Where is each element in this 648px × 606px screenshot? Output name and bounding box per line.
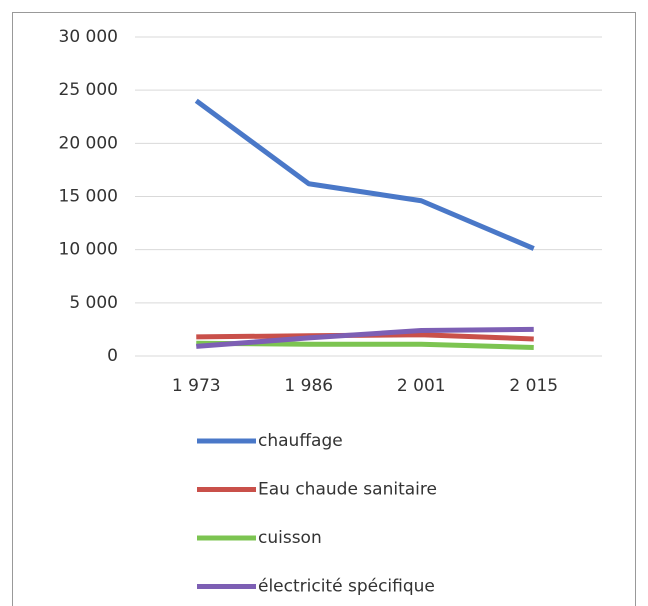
legend-label: cuisson bbox=[258, 528, 322, 548]
y-tick-label: 15 000 bbox=[59, 187, 118, 207]
x-tick-label: 1 986 bbox=[284, 376, 333, 396]
series-line bbox=[194, 98, 535, 251]
x-tick-label: 1 973 bbox=[172, 376, 221, 396]
legend-label: Eau chaude sanitaire bbox=[258, 480, 437, 500]
x-tick-label: 2 015 bbox=[509, 376, 558, 396]
series-line bbox=[196, 326, 534, 349]
y-tick-label: 0 bbox=[107, 346, 118, 366]
y-tick-label: 20 000 bbox=[59, 133, 118, 153]
x-tick-label: 2 001 bbox=[397, 376, 446, 396]
y-tick-label: 10 000 bbox=[59, 240, 118, 260]
frame bbox=[12, 12, 636, 606]
y-tick-label: 25 000 bbox=[59, 80, 118, 100]
y-tick-label: 5 000 bbox=[69, 293, 118, 313]
y-tick-label: 30 000 bbox=[59, 27, 118, 47]
legend-label: électricité spécifique bbox=[258, 577, 435, 597]
legend-label: chauffage bbox=[258, 431, 343, 451]
